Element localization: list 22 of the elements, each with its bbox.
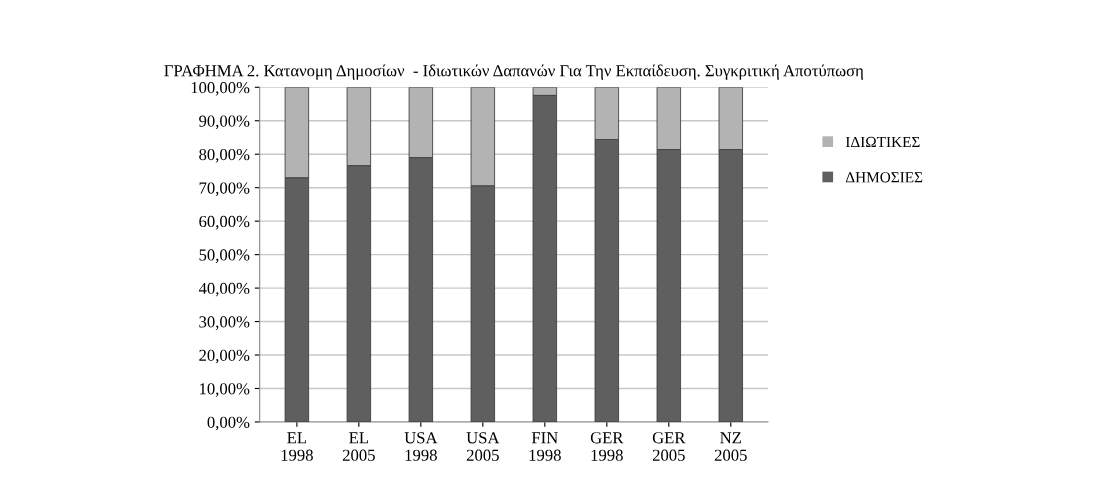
y-tick-label: 50,00%	[199, 249, 250, 263]
y-tick-label: 40,00%	[198, 282, 250, 297]
y-tick-label: 60,00%	[199, 215, 250, 230]
x-tick-label: GER 1998	[590, 432, 624, 461]
y-tick-label: 10,00%	[200, 383, 250, 397]
x-tick-label: USA 2005	[466, 432, 500, 461]
x-tick-label: FIN 1998	[529, 432, 561, 461]
x-tick-label: USA 1998	[404, 432, 438, 461]
x-tick-label: NZ 2005	[714, 432, 747, 461]
x-tick-label: EL 2005	[342, 432, 375, 461]
y-tick-label: 80,00%	[199, 148, 250, 163]
chart-title: ΓΡΑΦΗΜΑ 2. Κατανομη Δημοσίων - Ιδιωτικών Δαπανών Για Την Εκπαίδευση. Συγκριτική Αποτύπωση	[164, 64, 863, 80]
x-tick-label: GER 2005	[652, 432, 686, 461]
y-tick-label: 100,00%	[191, 82, 250, 96]
y-tick-label: 90,00%	[199, 115, 250, 130]
y-tick-label: 30,00%	[199, 316, 250, 330]
legend-label: ΔΗΜΟΣΙΕΣ	[845, 172, 923, 183]
y-tick-label: 70,00%	[199, 182, 250, 197]
x-tick-label: EL 1998	[281, 432, 313, 461]
y-tick-label: 20,00%	[199, 349, 250, 364]
legend-label: ΙΔΙΩΤΙΚΕΣ	[845, 136, 920, 147]
y-tick-label: 0,00%	[207, 416, 250, 431]
